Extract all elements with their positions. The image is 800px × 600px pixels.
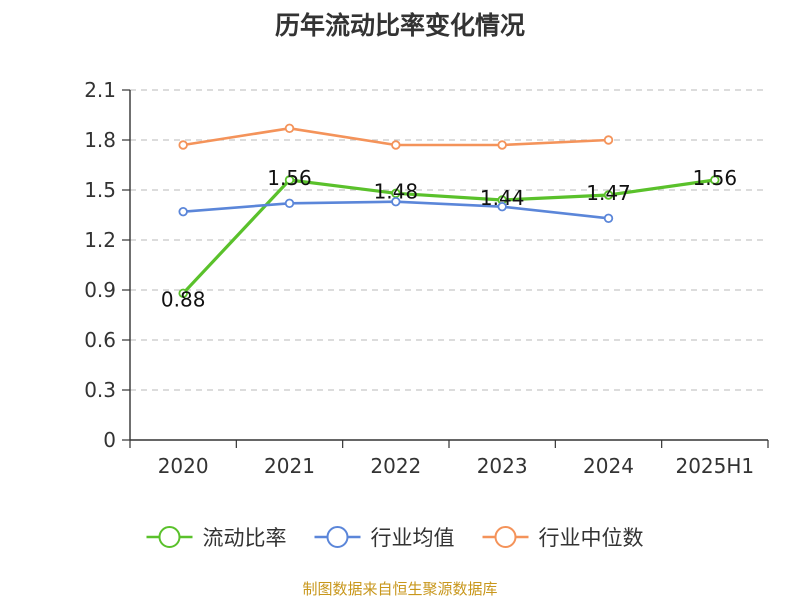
data-point (710, 175, 720, 185)
data-point (497, 140, 507, 150)
legend-label: 行业均值 (371, 526, 455, 550)
data-label: 1.44 (480, 186, 525, 210)
y-tick-label: 1.8 (84, 128, 116, 152)
data-point (391, 196, 401, 207)
data-point (284, 198, 295, 209)
legend-label: 流动比率 (203, 526, 287, 550)
legend-marker (326, 526, 349, 548)
data-point (603, 213, 614, 224)
legend-marker (494, 526, 517, 548)
x-tick-label: 2020 (158, 454, 209, 478)
data-point (178, 140, 188, 150)
y-tick-label: 2.1 (84, 78, 116, 102)
chart-title: 历年流动比率变化情况 (274, 11, 525, 40)
y-tick-label: 0.9 (84, 278, 116, 302)
x-tick-label: 2022 (370, 454, 421, 478)
y-tick-label: 0.3 (84, 378, 116, 402)
y-tick-label: 1.2 (84, 228, 116, 252)
y-tick-label: 0.6 (84, 328, 116, 352)
data-label: 1.56 (693, 166, 738, 190)
data-label: 1.48 (374, 179, 419, 203)
data-point (391, 140, 401, 150)
legend-marker (158, 526, 181, 548)
x-tick-label: 2021 (264, 454, 315, 478)
x-tick-label: 2025H1 (675, 454, 754, 478)
x-tick-label: 2024 (583, 454, 634, 478)
data-label: 0.88 (161, 287, 206, 311)
data-label: 1.56 (267, 166, 312, 190)
data-point (603, 135, 614, 145)
data-point (603, 190, 614, 200)
data-point (284, 123, 295, 134)
y-tick-label: 1.5 (84, 178, 116, 202)
source-note: 制图数据来自恒生聚源数据库 (302, 580, 498, 598)
data-point (284, 175, 295, 185)
x-tick-label: 2023 (477, 454, 528, 478)
data-point (178, 288, 188, 299)
data-point (497, 201, 507, 212)
data-label: 1.47 (586, 181, 631, 205)
data-point (178, 206, 188, 217)
series-line-1 (182, 178, 716, 295)
legend-label: 行业中位数 (539, 526, 644, 550)
y-tick-label: 0 (103, 428, 116, 452)
